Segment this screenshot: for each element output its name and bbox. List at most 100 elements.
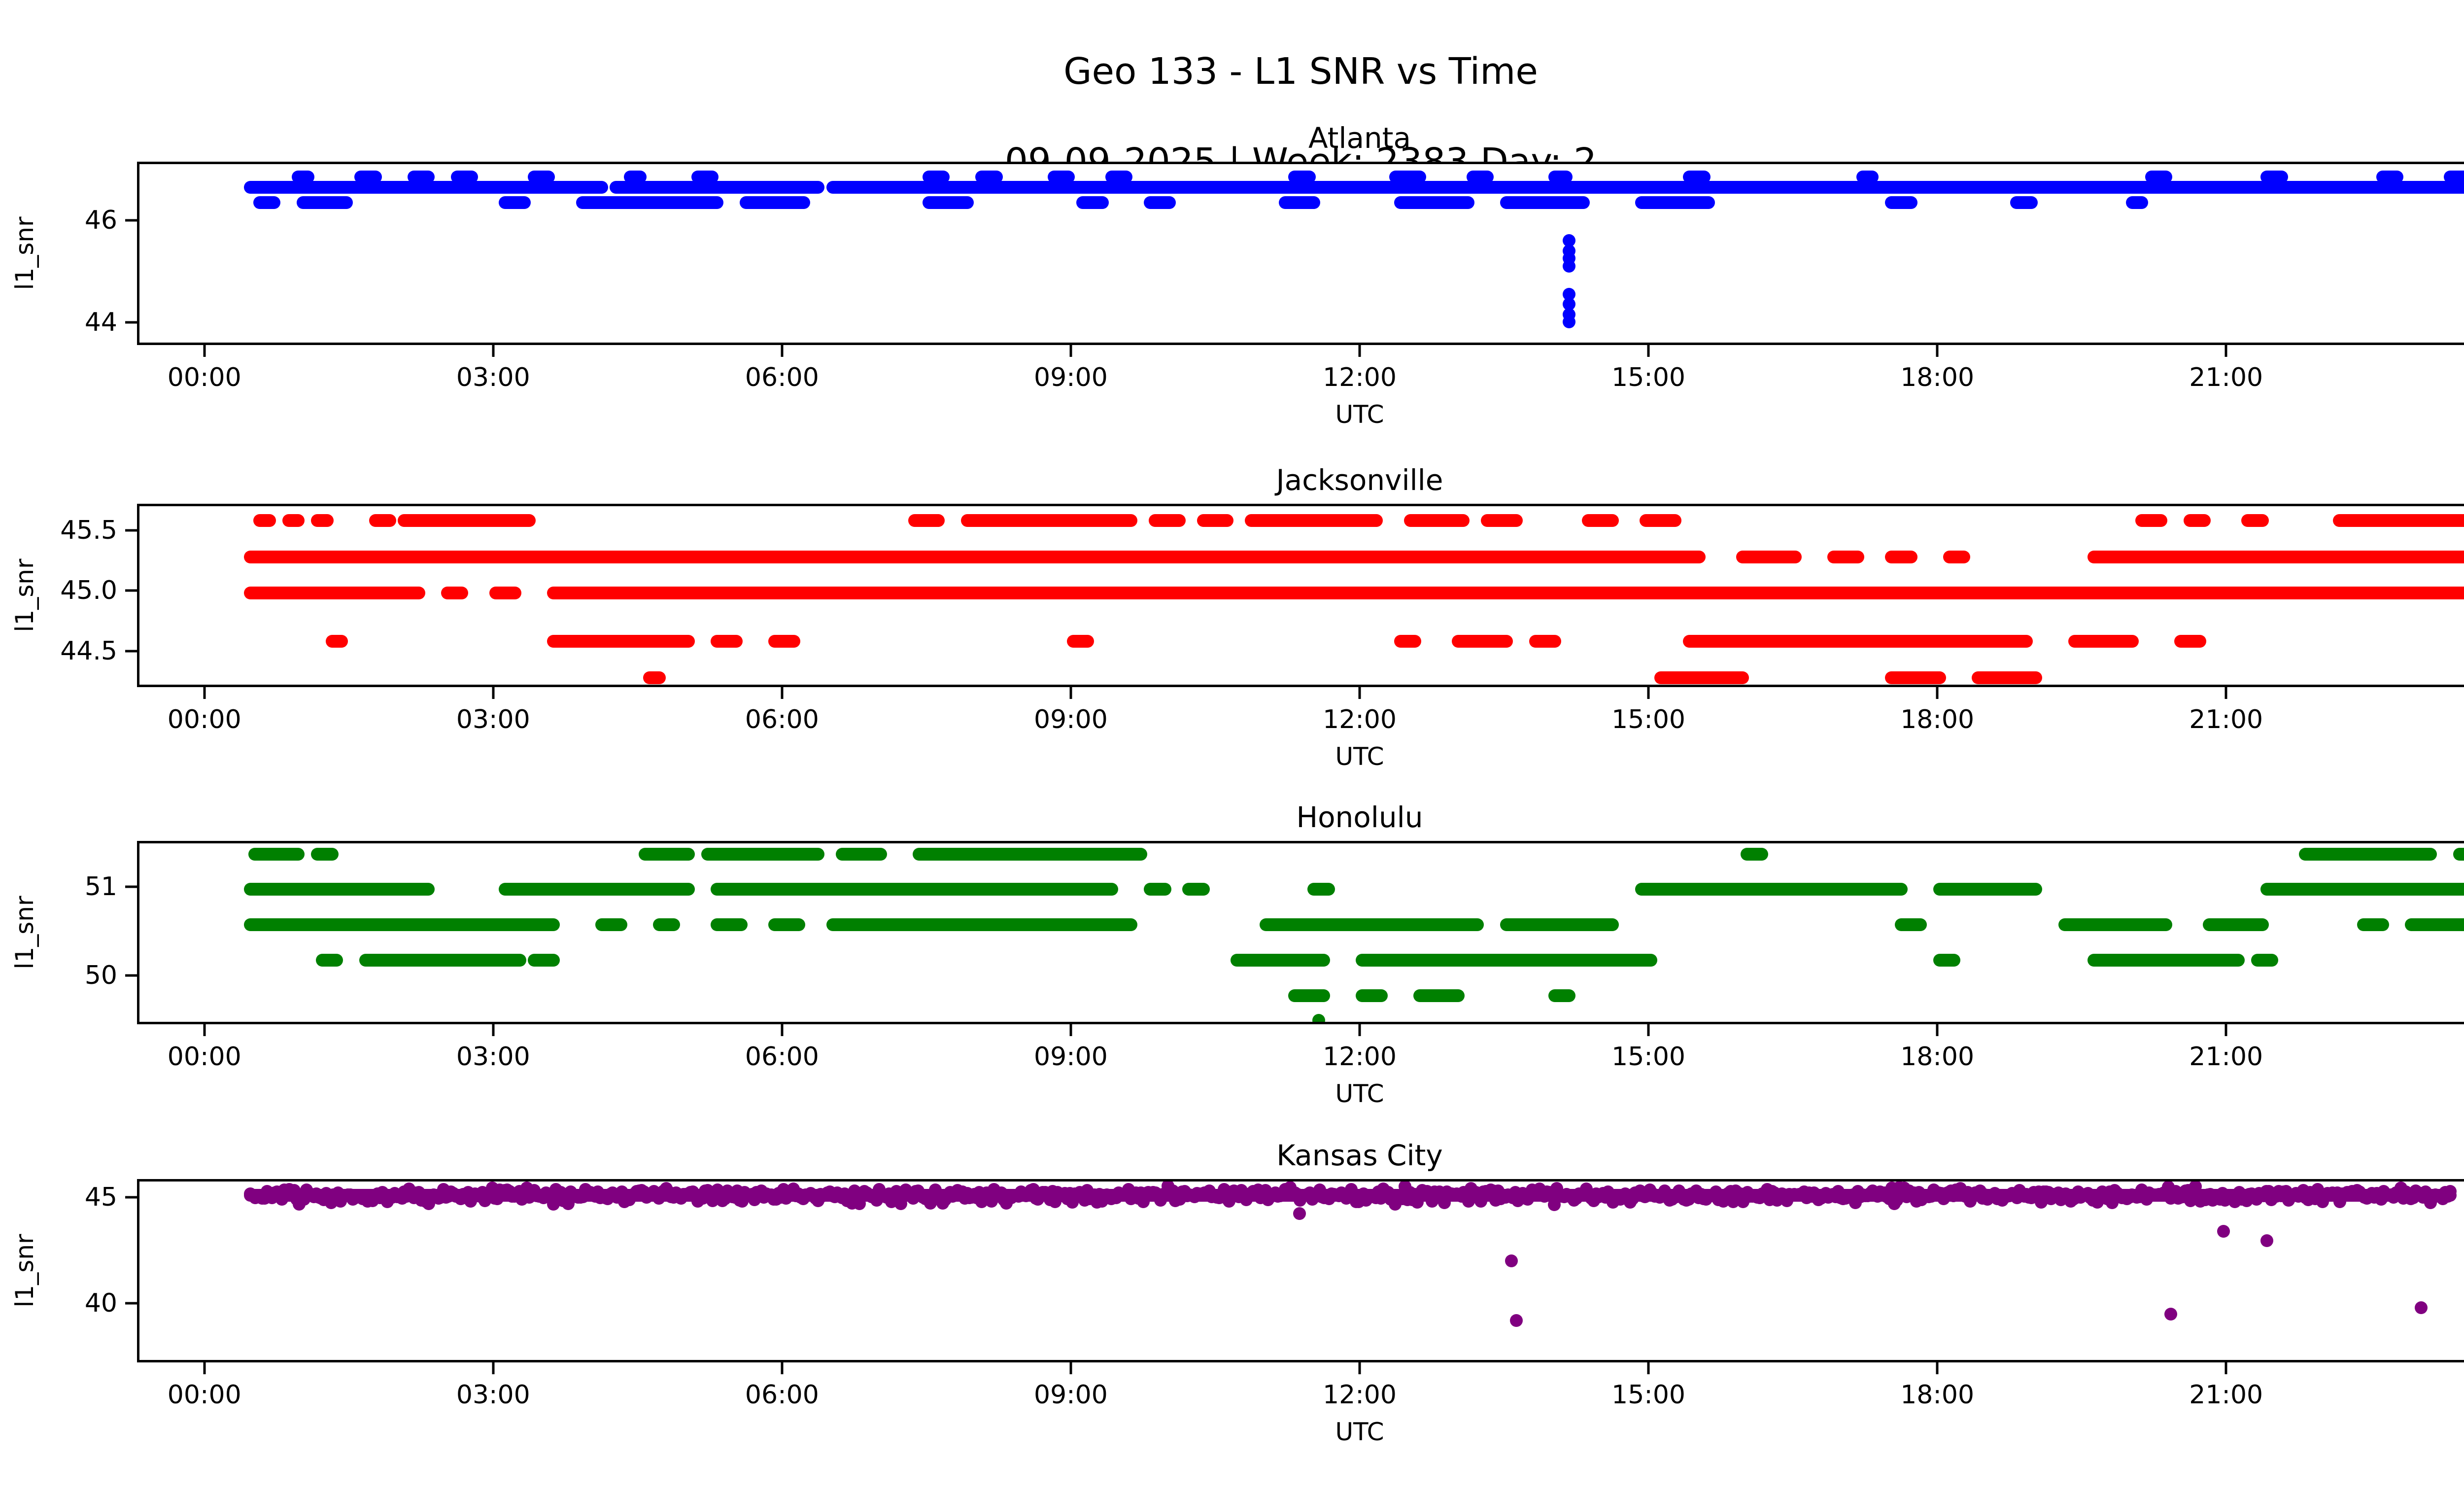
x-axis-tick-label: 12:00 — [1323, 705, 1397, 734]
data-series-segment — [1972, 671, 2043, 684]
y-axis-label-honolulu: l1_snr — [10, 896, 39, 970]
x-axis-tick-mark — [1069, 345, 1072, 357]
data-series-segment — [2010, 196, 2038, 209]
subplot-atlanta: Atlanta 44 46 00:00 03:00 06:00 09:00 12:00 15:0… — [10, 121, 2464, 429]
data-series-segment — [1640, 514, 1681, 527]
data-series-segment — [1259, 918, 1484, 932]
data-series-segment — [325, 635, 348, 648]
data-series-segment — [1076, 196, 1109, 209]
data-series-segment — [1741, 847, 1768, 861]
data-series-segment — [441, 587, 469, 600]
y-axis-label-kansas-city: l1_snr — [10, 1234, 39, 1308]
x-axis-tick-label: 00:00 — [2441, 1380, 2464, 1410]
data-series-segment — [652, 918, 681, 932]
subplot-title-atlanta: Atlanta — [1308, 121, 1411, 155]
x-axis-tick-label: 06:00 — [745, 363, 819, 392]
x-axis-tick-mark — [492, 687, 495, 699]
data-series-segment — [253, 514, 276, 527]
x-axis-tick-mark — [1936, 687, 1939, 699]
data-series-segment — [547, 635, 695, 648]
x-axis-tick-label: 06:00 — [745, 1042, 819, 1072]
data-series-segment — [961, 514, 1138, 527]
data-series-segment — [2357, 918, 2389, 932]
data-point — [2443, 1185, 2457, 1198]
x-axis-tick-mark — [781, 1362, 784, 1374]
data-series-segment — [1500, 196, 1590, 209]
data-series-segment — [836, 847, 888, 861]
data-point — [2260, 1234, 2274, 1248]
x-axis-tick-label: 21:00 — [2189, 1042, 2263, 1072]
data-series-segment — [1403, 514, 1470, 527]
x-axis-tick-label: 12:00 — [1323, 1380, 1397, 1410]
x-axis-tick-label: 21:00 — [2189, 363, 2263, 392]
x-axis-tick-mark — [492, 1362, 495, 1374]
x-axis-tick-label: 00:00 — [2441, 705, 2464, 734]
y-axis-tick-mark — [125, 219, 137, 222]
data-series-segment — [369, 514, 396, 527]
data-series-segment — [311, 514, 334, 527]
data-series-segment — [2125, 196, 2149, 209]
data-series-segment — [2087, 550, 2464, 563]
x-axis-tick-label: 09:00 — [1033, 1380, 1108, 1410]
x-axis-tick-label: 09:00 — [1033, 1042, 1108, 1072]
data-series-segment — [1529, 635, 1561, 648]
data-series-segment — [768, 635, 801, 648]
x-axis-tick-label: 12:00 — [1323, 1042, 1397, 1072]
x-axis-label-kansas-city: UTC — [1335, 1418, 1384, 1446]
x-axis-tick-mark — [1647, 345, 1650, 357]
data-point — [1563, 259, 1575, 273]
x-axis-tick-label: 03:00 — [456, 1042, 530, 1072]
data-series-segment — [1885, 196, 1917, 209]
data-series-segment — [243, 918, 560, 932]
x-axis-tick-mark — [203, 345, 206, 357]
data-point — [2414, 1301, 2428, 1314]
subplot-title-kansas-city: Kansas City — [1276, 1139, 1443, 1172]
x-axis-tick-label: 00:00 — [167, 1042, 241, 1072]
data-series-segment — [297, 196, 353, 209]
x-axis-tick-label: 15:00 — [1611, 705, 1685, 734]
x-axis-tick-mark — [1936, 345, 1939, 357]
x-axis-tick-label: 00:00 — [167, 363, 241, 392]
x-axis-tick-label: 21:00 — [2189, 1380, 2263, 1410]
x-axis-tick-label: 15:00 — [1611, 1380, 1685, 1410]
data-series-segment — [1394, 635, 1422, 648]
data-series-segment — [499, 196, 531, 209]
y-axis-tick-mark — [125, 1302, 137, 1305]
x-axis-tick-label: 18:00 — [1900, 705, 1975, 734]
x-axis-label-jacksonville: UTC — [1335, 742, 1384, 771]
x-axis-tick-label: 00:00 — [2441, 363, 2464, 392]
data-series-segment — [1885, 671, 1947, 684]
y-axis-tick-label: 45 — [84, 1182, 117, 1212]
data-series-segment — [527, 954, 560, 967]
data-point — [1293, 1207, 1306, 1220]
x-axis-tick-mark — [1358, 1362, 1361, 1374]
x-axis-tick-label: 12:00 — [1323, 363, 1397, 392]
x-axis-tick-mark — [492, 1024, 495, 1036]
x-axis-tick-mark — [492, 345, 495, 357]
x-axis-tick-label: 00:00 — [167, 1380, 241, 1410]
data-series-segment — [2174, 635, 2206, 648]
data-series-segment — [1356, 989, 1388, 1003]
x-axis-tick-mark — [781, 687, 784, 699]
x-axis-tick-label: 15:00 — [1611, 1042, 1685, 1072]
y-axis-tick-label: 44.5 — [60, 636, 117, 666]
data-series-segment — [1231, 954, 1330, 967]
x-axis-tick-label: 03:00 — [456, 1380, 530, 1410]
x-axis-tick-mark — [1936, 1362, 1939, 1374]
data-series-segment — [1736, 550, 1802, 563]
data-series-segment — [489, 587, 521, 600]
data-series-segment — [1894, 918, 1927, 932]
data-series-segment — [711, 635, 743, 648]
x-axis-tick-label: 09:00 — [1033, 363, 1108, 392]
data-point — [2217, 1225, 2230, 1238]
y-axis-tick-mark — [125, 650, 137, 653]
x-axis-tick-mark — [1358, 1024, 1361, 1036]
data-series-segment — [701, 847, 825, 861]
data-series-segment — [711, 883, 1119, 896]
x-axis-tick-mark — [781, 1024, 784, 1036]
data-point — [2164, 1307, 2177, 1321]
data-series-segment — [2203, 918, 2269, 932]
suptitle-line-1: Geo 133 - L1 SNR vs Time — [1063, 50, 1538, 93]
data-series-segment — [1943, 550, 1970, 563]
x-axis-tick-label: 21:00 — [2189, 705, 2263, 734]
